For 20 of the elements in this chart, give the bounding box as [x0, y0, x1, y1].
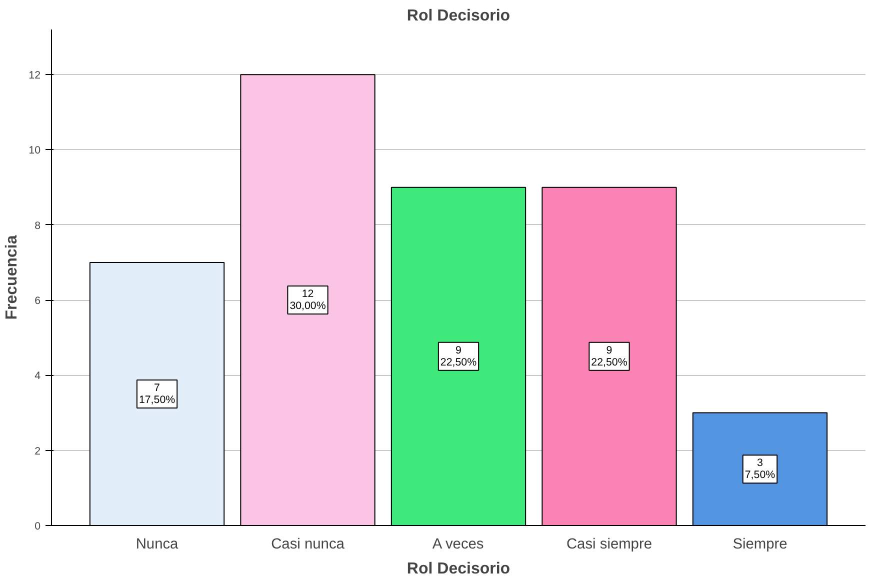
- x-tick-label: Casi nunca: [271, 536, 346, 552]
- y-tick-label: 2: [34, 445, 41, 458]
- chart-title: Rol Decisorio: [406, 8, 510, 24]
- y-tick-label: 0: [34, 520, 41, 532]
- data-label: 12 30,00%: [290, 288, 326, 312]
- y-tick-label: 10: [28, 144, 41, 157]
- data-label: 9 22,50%: [591, 344, 628, 368]
- y-tick-label: 4: [34, 370, 41, 382]
- y-tick-label: 12: [28, 70, 41, 82]
- x-tick-label: Siempre: [732, 536, 788, 552]
- data-label: 9 22,50%: [440, 344, 478, 368]
- x-axis-title: Rol Decisorio: [406, 560, 510, 578]
- x-tick-label: Casi siempre: [566, 536, 652, 552]
- y-tick-label: 8: [34, 220, 41, 232]
- data-label: 7 17,50%: [138, 382, 176, 406]
- data-label: 3 7,50%: [744, 457, 776, 482]
- x-tick-label: A veces: [432, 536, 484, 552]
- y-axis-title: Frecuencia: [4, 235, 21, 320]
- y-tick-label: 6: [34, 295, 41, 308]
- x-tick-label: Nunca: [136, 536, 180, 552]
